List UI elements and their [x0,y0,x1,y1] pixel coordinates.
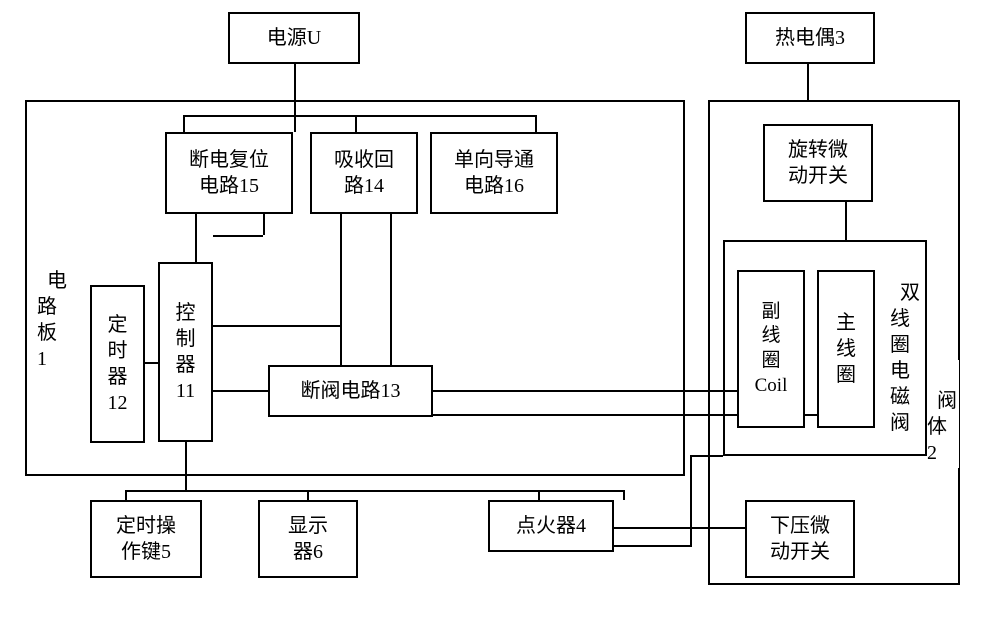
thermocouple-label: 热电偶3 [775,25,845,51]
absorption-block: 吸收回 路14 [310,132,418,214]
power-block: 电源U [228,12,360,64]
connector-line [807,64,809,100]
valve-body-label: 阀 体 2 [925,360,959,468]
thermocouple-block: 热电偶3 [745,12,875,64]
absorption-label: 吸收回 路14 [334,147,394,199]
press-switch-label: 下压微 动开关 [770,513,830,565]
igniter-block: 点火器4 [488,500,614,552]
solenoid-valve-label: 双 线 圈 电 磁 阀 [888,252,922,438]
connector-line [623,490,625,500]
secondary-coil-block: 副 线 圈 Coil [737,270,805,428]
primary-coil-label: 主 线 圈 [836,310,856,388]
display-block: 显示 器6 [258,500,358,578]
circuit-board-label: 电 路 板 1 [35,240,69,374]
timer-block: 定 时 器 12 [90,285,145,443]
connector-line [614,545,690,547]
primary-coil-block: 主 线 圈 [817,270,875,428]
controller-label: 控 制 器 11 [176,300,196,404]
press-switch-block: 下压微 动开关 [745,500,855,578]
connector-line [125,490,127,500]
power-off-reset-block: 断电复位 电路15 [165,132,293,214]
connector-line [538,490,540,500]
unidirectional-label: 单向导通 电路16 [454,147,534,199]
valve-cutoff-label: 断阀电路13 [301,378,401,404]
timer-label: 定 时 器 12 [108,312,128,416]
connector-line [307,490,309,500]
connector-line [690,455,692,547]
secondary-coil-label: 副 线 圈 Coil [755,300,788,399]
timer-button-block: 定时操 作键5 [90,500,202,578]
power-off-reset-label: 断电复位 电路15 [189,147,269,199]
connector-line [125,490,623,492]
timer-button-label: 定时操 作键5 [116,513,176,565]
rotary-switch-block: 旋转微 动开关 [763,124,873,202]
valve-cutoff-block: 断阀电路13 [268,365,433,417]
display-label: 显示 器6 [288,513,328,565]
controller-block: 控 制 器 11 [158,262,213,442]
unidirectional-block: 单向导通 电路16 [430,132,558,214]
rotary-switch-label: 旋转微 动开关 [788,137,848,189]
power-label: 电源U [267,25,321,51]
igniter-label: 点火器4 [516,513,586,539]
